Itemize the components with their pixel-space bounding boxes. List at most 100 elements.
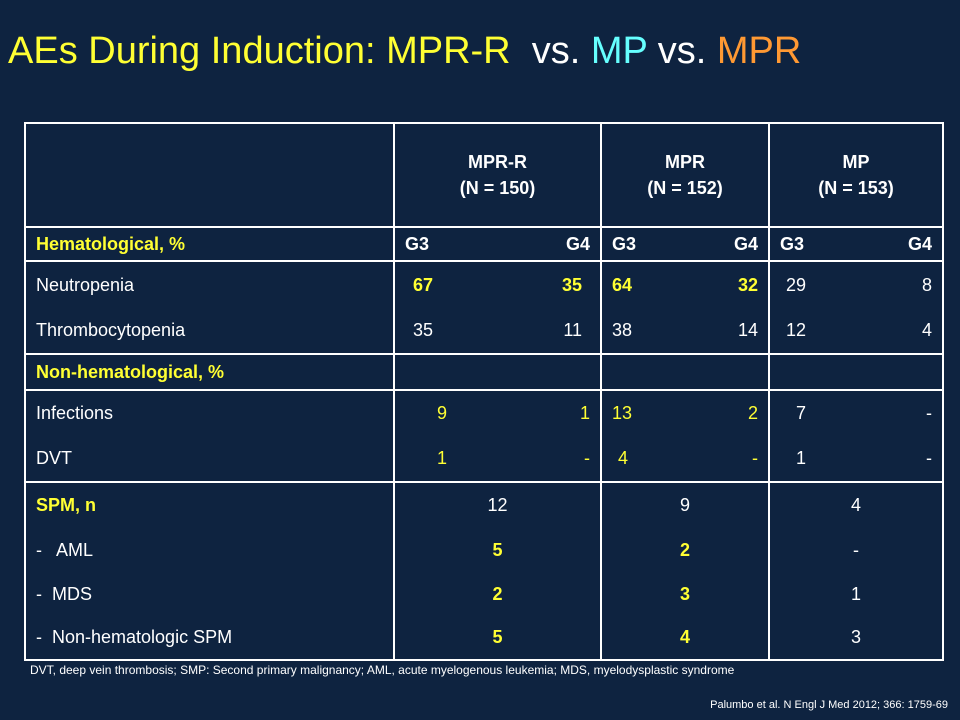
title-mp: MP [590,30,648,72]
table-row: - AML 5 2 - [24,528,944,572]
adverse-events-table: MPR-R (N = 150) MPR (N = 152) MP (N = 15… [24,122,944,661]
value-cell: 13 2 [600,389,770,436]
value-cell: 7- [768,389,944,436]
empty-cell [393,353,602,391]
value-g3: 4 [618,448,629,468]
value-cell: 35 11 [393,308,602,355]
value-cell: 29 8 [768,260,944,308]
table-row: - MDS 2 3 1 [24,572,944,616]
citation: Palumbo et al. N Engl J Med 2012; 366: 1… [710,699,948,711]
empty-cell [768,353,944,391]
spm-value-mpr: 9 [600,481,770,528]
value-g3: 12 [786,320,807,340]
mds-value-mp: 1 [768,572,944,616]
header-empty-cell [24,122,395,228]
row-label-nonhem-spm: - Non-hematologic SPM [24,616,395,661]
grade-g3: G3 [612,233,637,254]
row-label-spm: SPM, n [24,481,395,528]
value-g4: 8 [921,274,932,295]
header-mp-name: MP [842,152,870,172]
nonhem-spm-value-mp: 3 [768,616,944,661]
aml-value-mp: - [768,528,944,572]
value-g3: 67 [413,274,434,295]
grade-g3: G3 [780,233,805,254]
header-mp: MP (N = 153) [768,122,944,228]
table-row: SPM, n 12 9 4 [24,481,944,528]
header-mpr-n: (N = 152) [647,178,723,198]
value-g3: 1 [437,448,448,468]
value-g4: 14 [737,320,758,340]
mds-value-mpr: 3 [600,572,770,616]
row-label-thrombocytopenia: Thrombocytopenia [24,308,395,355]
mds-value-mprr: 2 [393,572,602,616]
value-g3: 35 [413,320,434,340]
value-cell: 64 32 [600,260,770,308]
spm-value-mprr: 12 [393,481,602,528]
row-label-neutropenia: Neutropenia [24,260,395,308]
nonhematological-section-row: Non-hematological, % [24,353,944,391]
title-vs-2: vs. [657,30,707,72]
row-label-mds: - MDS [24,572,395,616]
value-g4: 32 [737,274,758,295]
title-mpr: MPR [716,30,802,72]
value-g4: - [926,448,932,468]
value-g3: 7 [796,403,807,423]
table-header-row: MPR-R (N = 150) MPR (N = 152) MP (N = 15… [24,122,944,228]
value-g3: 29 [786,274,807,295]
value-cell: 38 14 [600,308,770,355]
row-label-aml: - AML [24,528,395,572]
header-mprr-name: MPR-R [468,152,527,172]
footnote: DVT, deep vein thrombosis; SMP: Second p… [30,663,735,677]
table-row: Thrombocytopenia 35 11 38 14 12 4 [24,308,944,355]
header-mpr: MPR (N = 152) [600,122,770,228]
row-label-infections: Infections [24,389,395,436]
value-cell: 1- [393,436,602,483]
empty-cell [600,353,770,391]
value-g3: 1 [796,448,807,468]
aml-value-mprr: 5 [393,528,602,572]
value-g4: - [752,448,758,468]
slide-title: AEs During Induction: MPR-R vs. MP vs. M… [8,30,801,73]
value-g4: 11 [563,320,582,340]
grade-g3: G3 [405,233,430,254]
grade-cell: G3 G4 [768,226,944,262]
header-mpr-name: MPR [665,152,705,172]
table-row: Neutropenia 67 35 64 32 29 8 [24,260,944,308]
value-g3: 38 [612,320,633,340]
header-mprr-n: (N = 150) [459,178,536,198]
value-g4: 2 [747,403,758,423]
header-mprr: MPR-R (N = 150) [393,122,602,228]
value-g3: 13 [612,403,633,423]
value-cell: 12 4 [768,308,944,355]
value-cell: 67 35 [393,260,602,308]
spm-value-mp: 4 [768,481,944,528]
grade-cell: G3 G4 [600,226,770,262]
row-label-dvt: DVT [24,436,395,483]
grade-g4: G4 [565,233,590,254]
grade-cell: G3 G4 [393,226,602,262]
table-row: DVT 1- 4- 1- [24,436,944,483]
nonhem-spm-value-mprr: 5 [393,616,602,661]
title-main: AEs During Induction: MPR-R [8,30,511,72]
value-cell: 1- [768,436,944,483]
nonhem-spm-value-mpr: 4 [600,616,770,661]
value-g4: 35 [561,274,582,295]
header-mp-n: (N = 153) [818,178,894,198]
value-g4: 4 [921,320,932,340]
value-g3: 9 [437,403,448,423]
hematological-label: Hematological, % [24,226,395,262]
hematological-section-row: Hematological, % G3 G4 G3 G4 G3 G4 [24,226,944,262]
grade-g4: G4 [907,233,932,254]
grade-g4: G4 [733,233,758,254]
nonhematological-label: Non-hematological, % [24,353,395,391]
value-g4: 1 [579,403,590,423]
value-g3: 64 [612,274,633,295]
table-row: - Non-hematologic SPM 5 4 3 [24,616,944,661]
value-g4: - [584,448,590,468]
value-cell: 4- [600,436,770,483]
title-vs-1: vs. [531,30,581,72]
aml-value-mpr: 2 [600,528,770,572]
value-g4: - [926,403,932,423]
